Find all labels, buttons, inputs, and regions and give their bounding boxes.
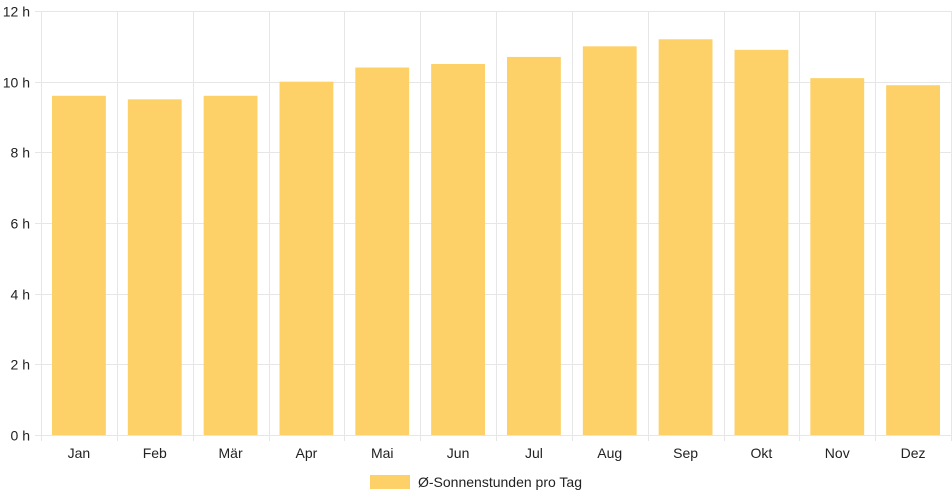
- y-tick-label: 4 h: [11, 287, 30, 303]
- legend-label: Ø-Sonnenstunden pro Tag: [418, 474, 582, 490]
- bar-mai[interactable]: [355, 67, 410, 436]
- x-tick-label: Mär: [219, 445, 243, 461]
- bar-jul[interactable]: [507, 56, 561, 435]
- x-tick-label: Jul: [525, 445, 543, 461]
- bar-aug[interactable]: [582, 46, 637, 435]
- x-tick-label: Mai: [371, 445, 394, 461]
- x-tick-label: Okt: [751, 445, 773, 461]
- x-tick-label: Aug: [597, 445, 622, 461]
- x-tick-label: Apr: [296, 445, 318, 461]
- y-tick-label: 2 h: [11, 357, 30, 373]
- bar-apr[interactable]: [279, 81, 334, 436]
- legend-swatch: [370, 475, 410, 489]
- y-tick-label: 0 h: [11, 428, 30, 444]
- y-tick-label: 8 h: [11, 145, 30, 161]
- axis-layer: 0 h 2 h 4 h 6 h 8 h 10 h 12 h Jan Feb Mär Apr Mai Ju…: [3, 4, 926, 462]
- bar-sep[interactable]: [658, 39, 713, 436]
- x-tick-label: Feb: [143, 445, 167, 461]
- bars-layer: [52, 39, 940, 436]
- x-tick-label: Jan: [68, 445, 91, 461]
- x-tick-label: Dez: [901, 445, 926, 461]
- bar-dez[interactable]: [886, 85, 940, 435]
- bar-feb[interactable]: [127, 99, 182, 435]
- x-tick-label: Jun: [447, 445, 470, 461]
- y-tick-label: 12 h: [3, 4, 30, 20]
- x-tick-label: Sep: [673, 445, 698, 461]
- grid-layer: [35, 11, 952, 441]
- y-tick-label: 6 h: [11, 216, 30, 232]
- x-tick-label: Nov: [825, 445, 850, 461]
- bar-jun[interactable]: [431, 64, 485, 435]
- bar-nov[interactable]: [810, 78, 865, 435]
- bar-okt[interactable]: [734, 49, 789, 435]
- bar-jan[interactable]: [52, 95, 106, 436]
- bar-mär[interactable]: [203, 95, 258, 436]
- legend[interactable]: Ø-Sonnenstunden pro Tag: [370, 474, 582, 490]
- y-tick-label: 10 h: [3, 75, 30, 91]
